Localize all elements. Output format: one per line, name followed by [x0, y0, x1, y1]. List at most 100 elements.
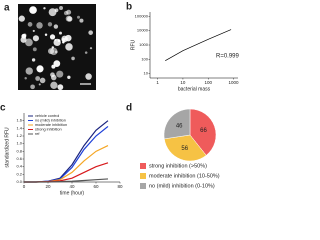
cell — [24, 76, 27, 80]
panel-label: c — [0, 103, 6, 114]
y-tick-label: 1.4 — [16, 125, 22, 130]
cell — [65, 15, 72, 22]
y-tick-label: 0.4 — [16, 164, 22, 169]
y-tick-label: 1.2 — [16, 133, 22, 138]
cell — [57, 84, 64, 91]
cell — [25, 67, 33, 75]
panel-label: d — [126, 103, 132, 114]
cell — [38, 83, 41, 86]
y-tick-label: 1.6 — [16, 118, 22, 123]
cell — [65, 34, 72, 42]
cell — [32, 47, 37, 52]
cell — [50, 47, 58, 56]
slice-label: 46 — [176, 123, 183, 129]
cell — [32, 35, 39, 42]
cell — [77, 15, 80, 19]
y-tick-label: 0.8 — [16, 148, 22, 153]
cell — [71, 56, 75, 61]
cell — [53, 24, 59, 29]
x-tick-label: 20 — [45, 184, 51, 189]
y-tick-label: 10000 — [137, 28, 149, 33]
x-tick-label: 10 — [180, 80, 186, 85]
legend-label: ref — [35, 132, 40, 136]
slice-label: 66 — [200, 128, 207, 134]
cell — [36, 22, 43, 29]
panel-label: a — [4, 3, 10, 14]
cell — [59, 6, 64, 10]
cell — [67, 75, 71, 79]
cell — [88, 30, 93, 35]
data-line — [24, 178, 109, 183]
data-line — [165, 29, 232, 62]
cell — [30, 84, 35, 90]
legend-label: no (mild) inhibition — [35, 119, 66, 123]
cell — [39, 77, 46, 84]
cell — [63, 10, 69, 16]
y-axis-label: standardized RFU — [4, 127, 10, 168]
x-tick-label: 80 — [117, 184, 123, 189]
cell — [43, 7, 46, 10]
y-tick-label: 100000 — [135, 13, 149, 18]
y-tick-label: 1.0 — [16, 141, 22, 146]
cell — [25, 38, 33, 47]
cell — [48, 8, 57, 17]
cell — [56, 70, 64, 78]
micrograph — [18, 4, 96, 90]
cell — [35, 76, 41, 81]
cell — [85, 73, 92, 80]
cell — [84, 51, 88, 54]
legend-swatch — [140, 183, 146, 189]
legend-label: vehicle control — [35, 114, 59, 118]
cell — [51, 74, 57, 81]
cell — [89, 47, 93, 50]
cell — [62, 40, 65, 44]
y-tick-label: 0.2 — [16, 171, 22, 176]
annotation: R=0.999 — [216, 54, 240, 60]
cell — [53, 38, 61, 47]
panel-label: b — [126, 2, 132, 13]
cell — [47, 22, 53, 27]
axes — [149, 12, 238, 79]
y-tick-label: 0.6 — [16, 156, 22, 161]
cell — [65, 43, 73, 51]
x-tick-label: 1 — [156, 80, 159, 85]
legend-label: strong inhibition (>50%) — [149, 163, 207, 169]
cell — [79, 18, 84, 23]
legend-label: moderate inhibition (10-50%) — [149, 173, 220, 179]
cell — [18, 15, 25, 22]
legend-label: moderate inhibition — [35, 123, 67, 127]
legend-swatch — [140, 163, 146, 169]
cell — [36, 65, 44, 73]
figure: a b 10 100 1000 10000 100000 1 10 100 1000 bacteri… — [0, 2, 240, 197]
legend-swatch — [140, 173, 146, 179]
pie-slice — [164, 134, 207, 162]
x-axis-label: bacterial mass — [178, 86, 211, 92]
cell — [21, 33, 27, 39]
cell-layer — [18, 6, 93, 91]
cell — [32, 29, 35, 33]
x-tick-label: 60 — [93, 184, 99, 189]
cell — [27, 22, 33, 27]
y-axis-label: RFU — [130, 39, 136, 50]
data-line — [24, 145, 109, 183]
cell — [50, 81, 58, 89]
y-tick-label: 10 — [144, 71, 149, 76]
x-tick-label: 0 — [23, 184, 26, 189]
legend-label: no (mild) inhibition (0-10%) — [149, 183, 215, 189]
cell — [31, 58, 36, 62]
y-tick-label: 0.0 — [16, 179, 22, 184]
y-tick-label: 100 — [141, 56, 148, 61]
cell — [31, 7, 34, 11]
pie-slice — [189, 108, 217, 156]
x-axis-label: time (hour) — [60, 190, 85, 196]
cell — [44, 33, 48, 36]
pie-slice — [163, 108, 191, 140]
legend-label: strong inhibition — [35, 128, 62, 132]
x-tick-label: 40 — [69, 184, 75, 189]
cell — [53, 60, 61, 67]
y-tick-label: 1000 — [139, 42, 149, 47]
cell — [59, 31, 62, 35]
x-tick-label: 1000 — [229, 80, 240, 85]
slice-label: 56 — [181, 146, 188, 152]
x-tick-label: 100 — [204, 80, 212, 85]
